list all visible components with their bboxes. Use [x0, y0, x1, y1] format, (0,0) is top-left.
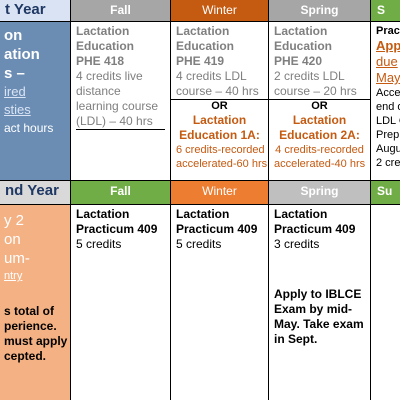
course-detail: 4 credits LDL: [176, 69, 247, 83]
course-detail: end o: [376, 101, 400, 113]
course-detail: (LDL) – 40 hrs: [76, 114, 165, 130]
overview-text: must apply: [4, 334, 68, 348]
course-cell: Lactation Practicum 409 3 credits Apply …: [268, 204, 371, 400]
overview-text: perience.: [4, 319, 57, 333]
overview-text: on: [4, 231, 21, 248]
overview-text: act hours: [4, 121, 54, 135]
or-text: OR: [211, 100, 228, 112]
course-detail: distance: [76, 84, 121, 98]
season-header: Spring: [268, 180, 371, 205]
season-header: Winter: [170, 0, 269, 22]
course-title: Education 1A:: [179, 128, 260, 142]
header-text: Winter: [202, 184, 237, 198]
course-title: Education: [176, 39, 235, 53]
or-text: OR: [311, 100, 328, 112]
course-title: Education 2A:: [279, 128, 360, 142]
season-header: Fall: [70, 0, 171, 22]
course-detail: LDL C: [376, 115, 400, 127]
course-title: PHE 419: [176, 54, 225, 68]
overview-text: um-: [4, 250, 30, 267]
course-detail: May: [376, 70, 400, 85]
course-detail: accelerated-40 hrs: [274, 158, 366, 170]
season-header: S: [370, 0, 400, 22]
link-text[interactable]: ntry: [4, 270, 23, 282]
course-title: Lactation: [76, 24, 130, 38]
course-detail: course – 20 hrs: [269, 84, 370, 100]
course-detail: 3 credits: [274, 237, 320, 251]
year-header: t Year: [0, 0, 71, 22]
note-text: Exam by mid-: [274, 302, 353, 316]
note-text: May. Take exam: [274, 317, 364, 331]
course-title: Education: [274, 39, 333, 53]
course-detail: course – 40 hrs: [171, 84, 268, 100]
course-detail: 4 credits-recorded: [275, 144, 364, 156]
course-detail: 5 credits: [76, 237, 122, 251]
course-detail: 5 credits: [176, 237, 222, 251]
year-header: nd Year: [0, 180, 71, 205]
course-detail: 2 cre: [376, 157, 400, 169]
overview-cell: on ation s – ired sties act hours: [0, 21, 71, 181]
link-text[interactable]: sties: [4, 102, 31, 117]
season-header: Winter: [170, 180, 269, 205]
course-cell: Lactation Practicum 409 5 credits: [170, 204, 269, 400]
course-title: Practicum 409: [176, 222, 258, 236]
overview-cell: y 2 on um- ntry s total of perience. mus…: [0, 204, 71, 400]
course-cell: Lactation Education PHE 419 4 credits LD…: [170, 21, 269, 181]
season-header: Fall: [70, 180, 171, 205]
link-text[interactable]: ired: [4, 84, 26, 99]
course-detail: learning course: [76, 99, 159, 113]
course-title: Prac: [376, 25, 400, 37]
course-cell: [370, 204, 400, 400]
header-text: Fall: [110, 3, 131, 17]
header-text: S: [377, 3, 386, 17]
course-detail: Prep: [376, 129, 400, 141]
header-text: Winter: [202, 3, 237, 17]
note-text: in Sept.: [274, 332, 318, 346]
course-cell: Prac App due May Acce end o LDL C Prep A…: [370, 21, 400, 181]
season-header: Spring: [268, 0, 371, 22]
header-text: Spring: [300, 184, 339, 198]
course-title: Lactation: [76, 207, 130, 221]
course-title: App: [376, 38, 400, 53]
course-title: Practicum 409: [76, 222, 158, 236]
course-title: Lactation: [176, 24, 230, 38]
overview-text: s total of: [4, 304, 54, 318]
overview-text: y 2: [4, 212, 25, 229]
course-title: Lactation: [292, 113, 347, 127]
course-detail: due: [376, 54, 398, 69]
course-title: Lactation: [274, 24, 328, 38]
course-title: Lactation: [176, 207, 230, 221]
course-detail: Augu: [376, 143, 400, 155]
course-detail: accelerated-60 hrs: [176, 158, 268, 170]
course-title: PHE 418: [76, 54, 125, 68]
course-detail: 2 credits LDL: [274, 69, 345, 83]
overview-text: on: [4, 27, 23, 44]
course-cell: Lactation Education PHE 418 4 credits li…: [70, 21, 171, 181]
overview-text: s –: [4, 65, 25, 82]
note-text: Apply to IBLCE: [274, 287, 362, 301]
overview-text: ation: [4, 46, 40, 63]
header-text: nd Year: [5, 182, 59, 199]
course-title: Practicum 409: [274, 222, 356, 236]
course-title: Lactation: [274, 207, 328, 221]
course-detail: Acce: [376, 87, 400, 99]
overview-text: cepted.: [4, 349, 47, 363]
course-title: Lactation: [192, 113, 247, 127]
course-title: PHE 420: [274, 54, 323, 68]
season-header: Su: [370, 180, 400, 205]
course-detail: 4 credits live: [76, 69, 143, 83]
header-text: Fall: [110, 184, 131, 198]
header-text: Spring: [300, 3, 339, 17]
header-text: Su: [377, 184, 393, 198]
header-text: t Year: [5, 1, 46, 18]
course-cell: Lactation Practicum 409 5 credits: [70, 204, 171, 400]
course-title: Education: [76, 39, 135, 53]
course-detail: 6 credits-recorded: [176, 144, 265, 156]
course-cell: Lactation Education PHE 420 2 credits LD…: [268, 21, 371, 181]
